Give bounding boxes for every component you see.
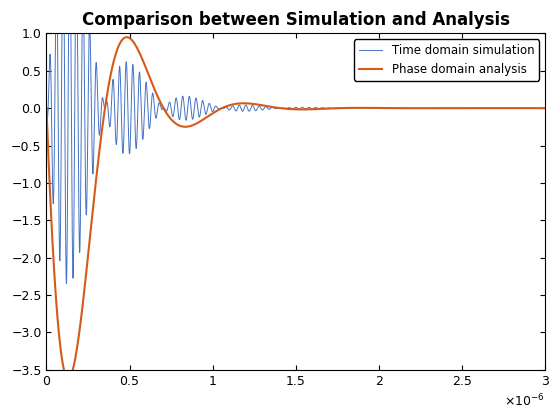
Phase domain analysis [542,106,548,111]
Time domain simulation [63,281,70,286]
Legend: Time domain simulation, Phase domain analysis: Time domain simulation, Phase domain ana… [354,39,539,81]
Phase domain analysis [440,106,446,111]
Time domain simulation [413,105,419,110]
Time domain simulation [338,106,345,111]
Phase domain analysis [43,106,50,111]
Time domain simulation [223,105,230,110]
Phase domain analysis [360,105,367,110]
Line: Phase domain analysis: Phase domain analysis [46,37,545,379]
Phase domain analysis [68,371,75,376]
Phase domain analysis [123,35,130,40]
Line: Time domain simulation: Time domain simulation [46,0,545,284]
Phase domain analysis [338,105,345,110]
Time domain simulation [542,106,548,111]
Phase domain analysis [413,106,419,111]
Phase domain analysis [223,104,230,109]
Time domain simulation [440,105,446,110]
Title: Comparison between Simulation and Analysis: Comparison between Simulation and Analys… [82,11,510,29]
Text: $\times10^{-6}$: $\times10^{-6}$ [504,393,545,410]
Time domain simulation [68,147,75,152]
Time domain simulation [43,106,50,111]
Phase domain analysis [65,376,72,381]
Time domain simulation [360,106,367,111]
